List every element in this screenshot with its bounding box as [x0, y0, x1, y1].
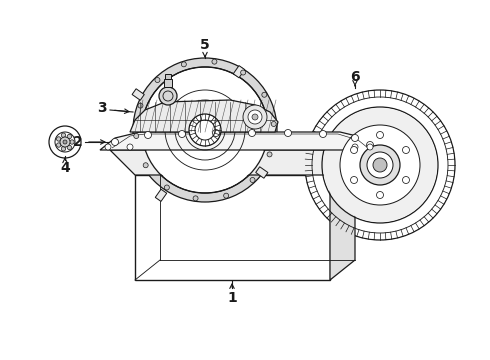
Circle shape — [367, 144, 373, 150]
Circle shape — [70, 140, 74, 144]
Circle shape — [350, 147, 358, 153]
Circle shape — [178, 131, 186, 138]
Circle shape — [305, 90, 455, 240]
Polygon shape — [110, 150, 355, 175]
Text: 6: 6 — [350, 70, 360, 84]
Circle shape — [285, 130, 292, 136]
Circle shape — [352, 144, 358, 150]
Circle shape — [212, 59, 217, 64]
Circle shape — [351, 135, 359, 141]
Polygon shape — [135, 175, 330, 280]
Circle shape — [56, 137, 61, 141]
Circle shape — [402, 176, 410, 184]
Circle shape — [223, 193, 229, 198]
Circle shape — [138, 103, 143, 108]
Circle shape — [319, 131, 326, 138]
Circle shape — [67, 145, 72, 150]
Polygon shape — [330, 150, 355, 280]
Circle shape — [159, 87, 177, 105]
Text: 2: 2 — [73, 135, 83, 149]
Circle shape — [367, 152, 393, 178]
Circle shape — [63, 140, 67, 144]
Circle shape — [67, 134, 72, 139]
Bar — [233, 66, 245, 78]
Circle shape — [164, 185, 170, 190]
Circle shape — [367, 141, 373, 149]
Circle shape — [252, 114, 258, 120]
Circle shape — [248, 110, 262, 124]
Circle shape — [189, 114, 221, 146]
Circle shape — [262, 92, 267, 97]
Circle shape — [241, 70, 245, 75]
Circle shape — [61, 147, 66, 151]
Circle shape — [61, 133, 66, 138]
Bar — [165, 74, 171, 79]
Circle shape — [402, 147, 410, 153]
Circle shape — [350, 176, 358, 184]
Circle shape — [112, 139, 119, 145]
Text: 5: 5 — [200, 38, 210, 52]
Bar — [132, 89, 144, 100]
Bar — [164, 79, 172, 87]
Circle shape — [250, 177, 255, 183]
Circle shape — [376, 131, 384, 139]
Bar — [256, 167, 268, 178]
Circle shape — [56, 143, 61, 147]
Circle shape — [267, 152, 272, 157]
Circle shape — [360, 145, 400, 185]
Text: 3: 3 — [97, 101, 107, 115]
Circle shape — [145, 131, 151, 139]
Circle shape — [105, 144, 111, 150]
Circle shape — [376, 192, 384, 198]
Circle shape — [60, 137, 70, 147]
Circle shape — [143, 163, 148, 168]
Circle shape — [271, 121, 276, 126]
Circle shape — [248, 130, 255, 136]
Circle shape — [134, 134, 139, 139]
Circle shape — [193, 196, 198, 201]
Circle shape — [373, 158, 387, 172]
Circle shape — [181, 62, 186, 67]
Circle shape — [243, 105, 267, 129]
Circle shape — [155, 77, 160, 82]
Circle shape — [213, 130, 220, 136]
Circle shape — [323, 108, 437, 222]
Circle shape — [127, 144, 133, 150]
Circle shape — [143, 68, 267, 192]
Circle shape — [306, 91, 454, 239]
Wedge shape — [133, 58, 277, 202]
Circle shape — [49, 126, 81, 158]
Bar — [155, 189, 167, 201]
Text: 1: 1 — [227, 291, 237, 305]
Polygon shape — [100, 132, 375, 150]
Polygon shape — [130, 100, 278, 132]
Text: 4: 4 — [60, 161, 70, 175]
Circle shape — [340, 125, 420, 205]
